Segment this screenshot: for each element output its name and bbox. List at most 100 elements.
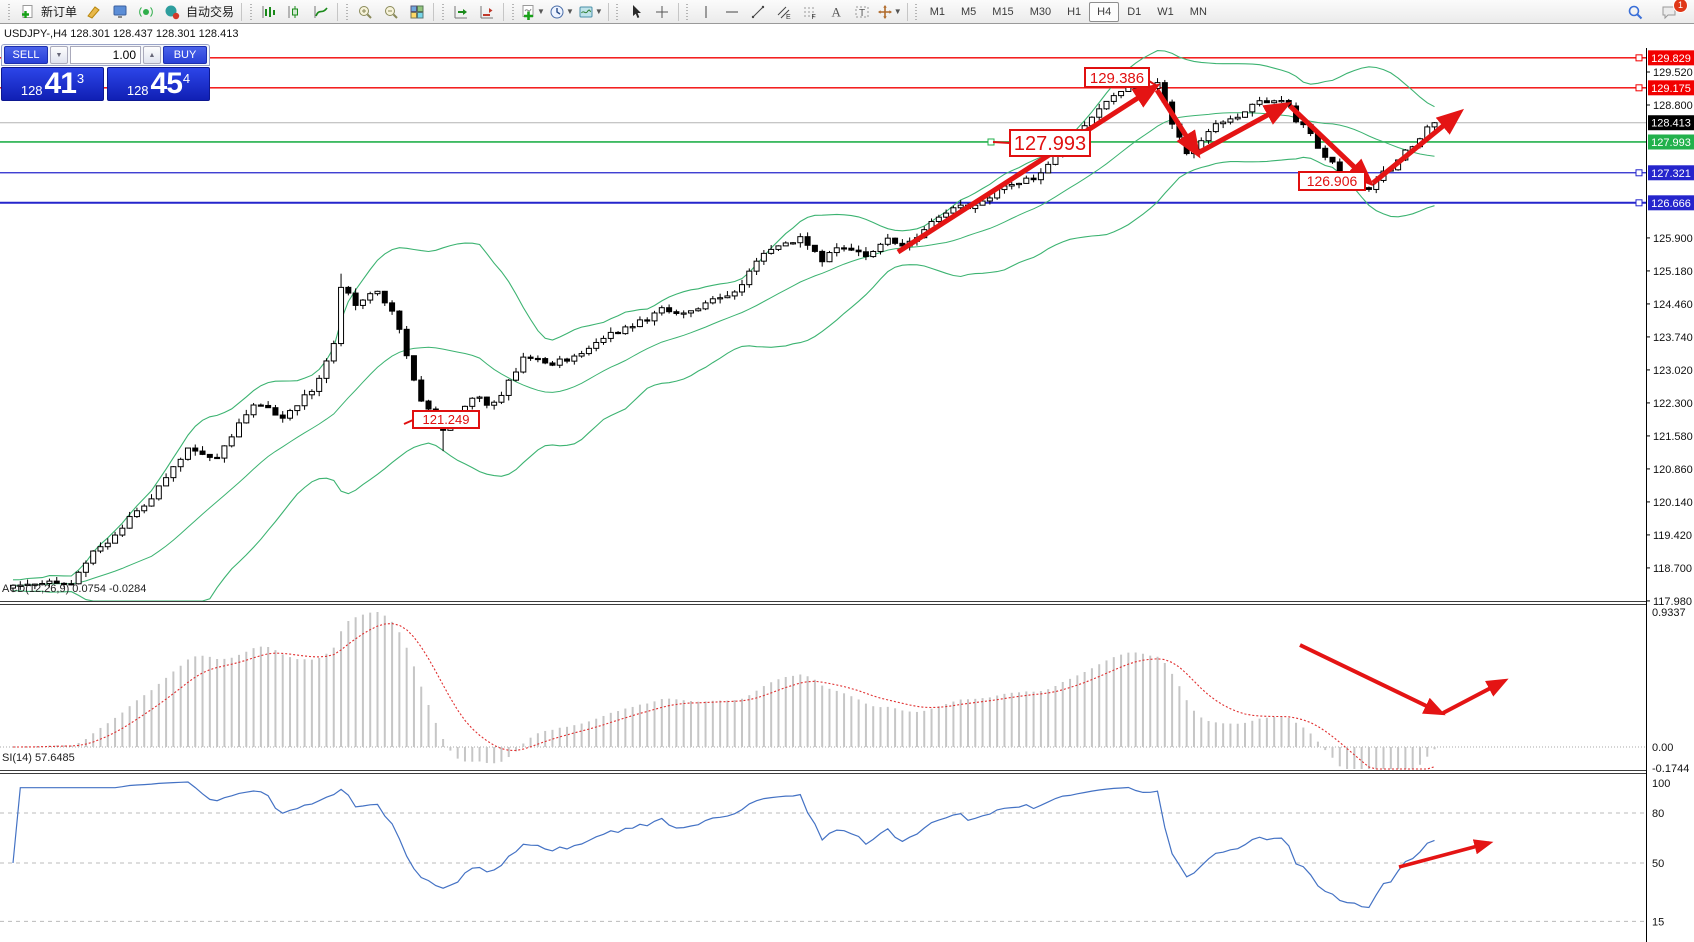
macd-trend-arrow[interactable] <box>1442 678 1509 715</box>
sell-price-big: 41 <box>44 67 77 100</box>
chart-shift-button[interactable] <box>448 2 474 22</box>
shapes-button[interactable]: ▼ <box>875 2 904 22</box>
volume-input[interactable] <box>70 46 141 64</box>
vertical-line-button[interactable] <box>693 2 719 22</box>
new-order-label[interactable]: 新订单 <box>41 5 78 19</box>
price-tick: 117.980 <box>1653 596 1692 608</box>
toolbar-grip[interactable] <box>440 3 446 20</box>
line-handle[interactable] <box>1635 84 1643 92</box>
signal-button[interactable] <box>133 2 159 22</box>
timeframe-button-H4[interactable]: H4 <box>1089 1 1120 22</box>
trend-arrow[interactable] <box>1288 104 1374 186</box>
timeframe-clock-button[interactable]: ▼ <box>547 2 576 22</box>
zoom-out-button[interactable] <box>378 2 404 22</box>
timeframe-button-D1[interactable]: D1 <box>1127 5 1142 18</box>
svg-text:E: E <box>786 14 791 20</box>
trend-arrow[interactable] <box>1371 108 1465 185</box>
line-handle[interactable] <box>1635 199 1643 207</box>
cursor-button[interactable] <box>623 2 649 22</box>
line-chart-button[interactable] <box>308 2 334 22</box>
buy-price-box[interactable]: 128 45 4 <box>107 67 210 101</box>
rsi-trend-arrow[interactable] <box>1398 839 1494 869</box>
toolbar-grip[interactable] <box>510 3 516 20</box>
text-label-button[interactable]: T <box>849 2 875 22</box>
chart-autoscroll-button[interactable] <box>474 2 500 22</box>
trend-arrow[interactable] <box>896 83 1161 255</box>
toolbar-grip[interactable] <box>344 3 350 20</box>
auto-trading-label[interactable]: 自动交易 <box>186 5 235 19</box>
timeframe-clock-icon <box>550 5 564 18</box>
zoom-in-button[interactable] <box>352 2 378 22</box>
line-handle[interactable] <box>1635 169 1643 177</box>
price-label-box[interactable] <box>412 410 480 429</box>
new-order-button[interactable] <box>14 2 40 22</box>
timeframe-button-M15[interactable]: M15 <box>992 5 1014 18</box>
timeframe-button-M1[interactable]: M1 <box>929 5 945 18</box>
timeframe-button-W1[interactable]: W1 <box>1157 5 1174 18</box>
toolbar-grip[interactable] <box>913 3 919 20</box>
dropdown-arrow-icon[interactable]: ▼ <box>893 7 902 16</box>
line-handle[interactable] <box>1635 54 1643 62</box>
timeframe-button-H1[interactable]: H1 <box>1067 5 1082 18</box>
chart-autoscroll-icon <box>480 5 494 18</box>
crosshair-button[interactable] <box>649 2 675 22</box>
tile-windows-button[interactable] <box>404 2 430 22</box>
price-label-box[interactable] <box>1298 171 1366 191</box>
trend-arrow[interactable] <box>1154 88 1201 159</box>
macd-trend-arrow[interactable] <box>1299 643 1446 716</box>
text-button[interactable]: A <box>823 2 849 22</box>
volume-increase-button[interactable]: ▲ <box>143 46 161 64</box>
svg-text:-0.1744: -0.1744 <box>1652 763 1689 775</box>
chart-marker-button[interactable] <box>81 2 107 22</box>
price-tick: 122.300 <box>1653 398 1693 410</box>
rsi-line <box>12 781 1435 909</box>
timeframe-button-MN[interactable]: MN <box>1189 5 1207 18</box>
search-button[interactable] <box>1622 2 1648 22</box>
axes: 129.520 128.800 125.900 125.180 124.460 123.7… <box>0 48 1694 942</box>
zoom-in-icon <box>359 5 372 19</box>
price-tick: 128.800 <box>1653 100 1693 112</box>
price-tick: 129.520 <box>1653 67 1693 79</box>
equidistant-channel-button[interactable]: E <box>771 2 797 22</box>
sell-price-box[interactable]: 128 41 3 <box>1 67 104 101</box>
toolbar-grip[interactable] <box>614 3 620 20</box>
svg-text:T: T <box>859 8 865 19</box>
price-label-box[interactable] <box>1084 67 1150 88</box>
crosshair-icon <box>655 5 668 18</box>
sell-button[interactable]: SELL <box>4 46 48 64</box>
dropdown-arrow-icon[interactable]: ▼ <box>594 7 603 16</box>
bar-chart-button[interactable] <box>256 2 282 22</box>
toolbar-grip[interactable] <box>6 3 11 20</box>
buy-button[interactable]: BUY <box>163 46 207 64</box>
candlestick-chart-button[interactable] <box>282 2 308 22</box>
svg-text:126.666: 126.666 <box>1651 198 1691 210</box>
add-indicator-button[interactable]: ▼ <box>518 2 547 22</box>
bollinger-bands <box>12 50 1435 602</box>
chart-template-button[interactable]: ▼ <box>576 2 605 22</box>
timeframe-button-M5[interactable]: M5 <box>961 5 977 18</box>
dropdown-arrow-icon[interactable]: ▼ <box>565 7 574 16</box>
fibonacci-button[interactable]: F <box>797 2 823 22</box>
auto-trading-button[interactable] <box>159 2 185 22</box>
signal-icon <box>139 6 153 17</box>
price-tick: 124.460 <box>1653 299 1693 311</box>
dropdown-arrow-icon[interactable]: ▼ <box>537 7 545 16</box>
chat-button[interactable]: 1 <box>1656 0 1688 22</box>
tile-windows-icon <box>410 5 424 18</box>
horizontal-lines[interactable] <box>0 54 1646 207</box>
price-label-box[interactable] <box>1009 129 1091 157</box>
trendline-button[interactable] <box>745 2 771 22</box>
toolbar-right: 1 <box>1618 0 1688 22</box>
cursor-icon <box>632 4 641 18</box>
market-watch-button[interactable] <box>107 2 133 22</box>
volume-decrease-button[interactable]: ▼ <box>50 46 68 64</box>
candlesticks <box>10 78 1438 593</box>
buy-price-pip: 4 <box>182 71 191 86</box>
trend-arrow[interactable] <box>1196 101 1292 156</box>
horizontal-line-button[interactable] <box>719 2 745 22</box>
svg-text:128.413: 128.413 <box>1651 118 1691 130</box>
toolbar-grip[interactable] <box>248 3 254 20</box>
toolbar-grip[interactable] <box>684 3 690 20</box>
timeframe-button-M30[interactable]: M30 <box>1029 5 1052 18</box>
annotations[interactable]: 129.386 127.993 126.906 121.249 <box>403 67 1509 869</box>
